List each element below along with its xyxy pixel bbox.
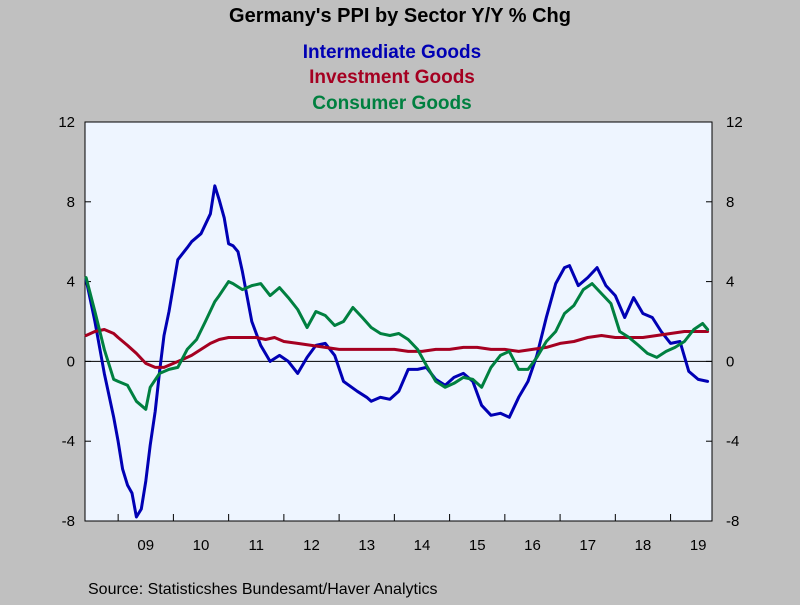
x-tick-label: 11 (248, 537, 264, 554)
y-tick-label-left: -4 (62, 433, 75, 450)
series-group (84, 184, 710, 519)
plot-background (84, 121, 713, 522)
y-tick-label-left: 12 (58, 114, 75, 131)
x-tick-label: 18 (635, 537, 652, 554)
legend-label: Consumer Goods (312, 93, 471, 114)
series-line-consumer-goods (84, 276, 710, 411)
y-tick-label-right: 4 (726, 274, 734, 291)
y-tick-label-right: -4 (726, 433, 739, 450)
x-tick-label: 09 (137, 537, 154, 554)
x-tick-label: 10 (193, 537, 210, 554)
x-tick-label: 16 (524, 537, 541, 554)
x-tick-label: 15 (469, 537, 486, 554)
source-note: Source: Statisticshes Bundesamt/Haver An… (88, 581, 438, 598)
y-axis-right: -8 -4 0 4 8 12 (706, 114, 743, 530)
x-tick-label: 19 (690, 537, 707, 554)
x-tick-label: 14 (414, 537, 431, 554)
x-axis: 09 10 11 12 13 14 15 16 17 18 19 (117, 514, 707, 554)
y-tick-label-left: 4 (67, 274, 75, 291)
y-tick-label-right: -8 (726, 513, 739, 530)
y-tick-label-left: -8 (62, 513, 75, 530)
x-tick-label: 13 (358, 537, 375, 554)
series-line-investment-goods (84, 328, 710, 369)
legend-label: Investment Goods (309, 67, 475, 88)
y-tick-label-right: 8 (726, 194, 734, 211)
y-tick-label-right: 12 (726, 114, 743, 131)
y-tick-label-right: 0 (726, 353, 734, 370)
y-tick-label-left: 0 (67, 353, 75, 370)
x-tick-label: 12 (303, 537, 320, 554)
y-tick-label-left: 8 (67, 194, 75, 211)
x-tick-label: 17 (579, 537, 596, 554)
legend-label: Intermediate Goods (303, 42, 481, 63)
series-line-intermediate-goods (84, 184, 710, 519)
legend: Intermediate Goods Investment Goods Consum… (303, 42, 481, 114)
chart-title: Germany's PPI by Sector Y/Y % Chg (229, 5, 571, 27)
